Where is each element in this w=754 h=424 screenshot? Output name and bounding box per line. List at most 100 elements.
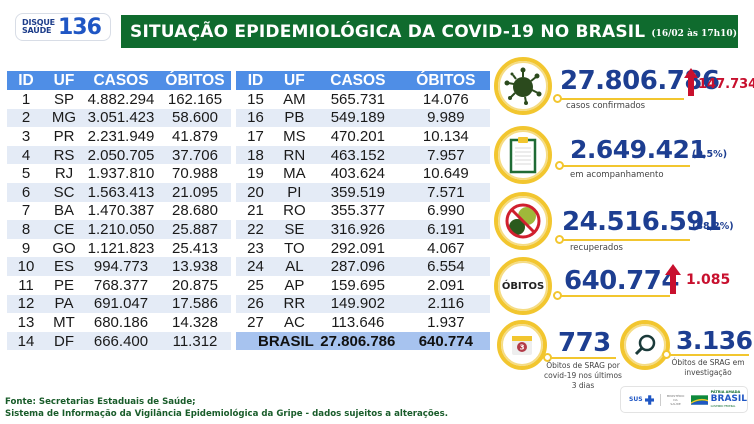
table-row: 7 BA 1.470.387 28.680	[7, 202, 231, 221]
cell-casos: 355.377	[330, 202, 385, 220]
page-title: SITUAÇÃO EPIDEMIOLÓGICA DA COVID-19 NO B…	[130, 21, 646, 42]
cell-casos: 2.050.705	[83, 145, 159, 165]
cell-uf: MA	[283, 165, 306, 183]
cell-id: 18	[236, 145, 275, 165]
cell-id: 6	[7, 182, 45, 202]
cell-obitos: 14.076	[422, 90, 469, 108]
cell-casos: 549.189	[313, 108, 402, 128]
col-uf: UF	[274, 71, 314, 90]
patria-amada-brasil-logo: PÁTRIA AMADA BRASIL GOVERNO FEDERAL	[710, 390, 747, 408]
cell-obitos: 20.875	[172, 276, 218, 294]
deaths-dot	[553, 291, 562, 300]
cell-casos: 403.624	[330, 165, 385, 183]
cell-id: 13	[17, 313, 35, 331]
cell-uf: PB	[274, 108, 314, 128]
cell-obitos: 7.571	[401, 182, 490, 202]
cell-id: 23	[247, 239, 264, 257]
deaths-badge: ÓBITOS	[501, 280, 545, 292]
srag-investigation-underline	[667, 354, 749, 356]
table-row: 19 MA 403.624 10.649	[236, 164, 490, 183]
table-row: 3 PR 2.231.949 41.879	[7, 127, 231, 146]
table-row: 26 RR 149.902 2.116	[236, 294, 490, 314]
monitoring-dot	[555, 161, 564, 170]
cell-casos: 1.470.387	[87, 202, 155, 220]
cell-casos: 565.731	[330, 90, 385, 108]
col-uf: UF	[45, 71, 83, 90]
monitoring-caption: em acompanhamento	[570, 170, 664, 180]
cell-id: 11	[18, 276, 34, 294]
states-table-left: ID UF CASOS ÓBITOS 1 SP 4.882.294 162.165 2 M…	[7, 71, 231, 351]
cell-casos: 1.210.050	[83, 220, 159, 239]
cell-id: 25	[247, 276, 264, 294]
table-row: 17 MS 470.201 10.134	[236, 127, 490, 146]
cell-casos: 1.937.810	[87, 165, 155, 183]
total-casos: 27.806.786	[313, 331, 402, 351]
ministry-logo: MINISTÉRIO DA SAÚDE	[666, 393, 685, 406]
recovered-pct: (88,2%)	[692, 221, 734, 232]
cell-obitos: 28.680	[172, 202, 218, 220]
table-row: 24 AL 287.096 6.554	[236, 257, 490, 276]
total-label: BRASIL	[236, 331, 314, 351]
table-row: 16 PB 549.189 9.989	[236, 108, 490, 128]
cell-uf: AP	[284, 276, 305, 294]
col-obitos: ÓBITOS	[401, 71, 490, 90]
cell-id: 9	[21, 239, 31, 257]
srag-recent-caption: Óbitos de SRAG por covid-19 nos últimos …	[544, 361, 622, 390]
cell-id: 8	[7, 220, 45, 239]
recovered-value: 24.516.591	[562, 207, 722, 237]
cell-casos: 292.091	[330, 239, 385, 257]
cell-obitos: 25.887	[159, 220, 231, 239]
confirmed-icon-ring	[494, 57, 552, 115]
government-logos: SUS MINISTÉRIO DA SAÚDE PÁTRIA AMADA BRA…	[620, 386, 748, 413]
cell-uf: RJ	[54, 165, 74, 183]
col-id: ID	[236, 71, 275, 90]
srag-recent-underline	[548, 357, 616, 359]
cell-id: 14	[7, 331, 45, 351]
source-footer: Fonte: Secretarias Estaduais de Saúde; S…	[5, 397, 449, 419]
confirmed-caption: casos confirmados	[566, 101, 646, 111]
monitoring-pct: (9,5%)	[692, 149, 728, 160]
cell-uf: PA	[45, 294, 83, 314]
calendar-icon: 3	[512, 336, 532, 355]
sus-cross-icon	[644, 394, 654, 405]
deaths-delta: 1.085	[686, 272, 731, 288]
cell-casos: 3.051.423	[83, 108, 159, 128]
table-row: 25 AP 159.695 2.091	[236, 276, 490, 295]
cell-uf: GO	[52, 239, 76, 257]
table-row: 6 SC 1.563.413 21.095	[7, 182, 231, 202]
cell-casos: 666.400	[83, 331, 159, 351]
cell-casos: 994.773	[83, 257, 159, 276]
col-casos: CASOS	[83, 71, 159, 90]
cell-uf: BA	[53, 202, 74, 220]
cell-obitos: 162.165	[167, 90, 223, 108]
clipboard-icon	[509, 137, 537, 174]
cell-obitos: 70.988	[172, 165, 218, 183]
cell-uf: AL	[274, 257, 314, 276]
cell-obitos: 17.586	[159, 294, 231, 314]
cell-uf: RR	[274, 294, 314, 314]
cell-obitos: 14.328	[172, 313, 218, 331]
cell-casos: 680.186	[93, 313, 149, 331]
cell-uf: CE	[45, 220, 83, 239]
cell-uf: SE	[274, 220, 314, 239]
cell-uf: PR	[53, 127, 75, 145]
cell-obitos: 1.937	[427, 313, 465, 331]
cell-id: 12	[7, 294, 45, 314]
cell-obitos: 2.116	[401, 294, 490, 314]
disque-saude-136-logo: DISQUE SAÚDE 136	[15, 13, 111, 41]
cell-uf: DF	[45, 331, 83, 351]
cell-casos: 2.231.949	[87, 127, 155, 145]
cell-obitos: 58.600	[159, 108, 231, 128]
srag-investigation-value: 3.136	[676, 326, 753, 355]
cell-id: 10	[7, 257, 45, 276]
col-id: ID	[7, 71, 45, 90]
cell-id: 20	[236, 182, 275, 202]
table-row: 2 MG 3.051.423 58.600	[7, 108, 231, 128]
cell-id: 16	[236, 108, 275, 128]
cell-obitos: 9.989	[401, 108, 490, 128]
cell-casos: 691.047	[83, 294, 159, 314]
cell-uf: TO	[284, 239, 305, 257]
cell-obitos: 6.554	[401, 257, 490, 276]
srag-recent-value: 773	[558, 328, 611, 358]
update-date: (16/02 às 17h10)	[651, 28, 737, 39]
